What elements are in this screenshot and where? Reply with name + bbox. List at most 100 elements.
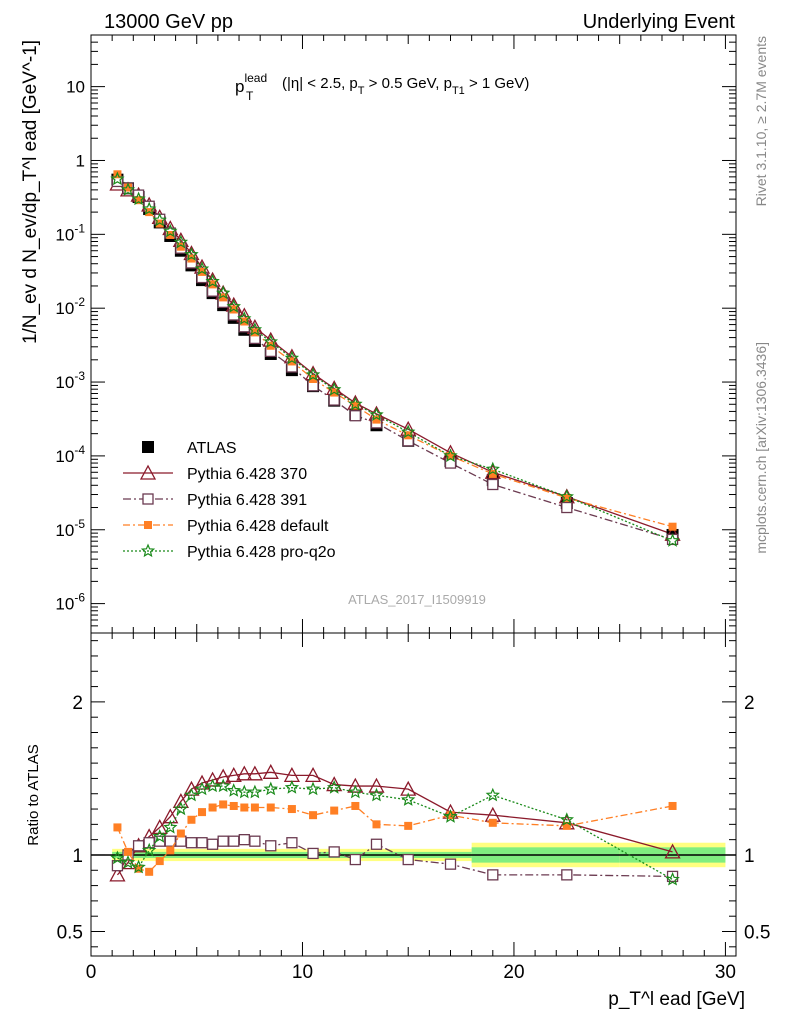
data-point (287, 805, 296, 814)
data-point (351, 801, 360, 810)
data-point (349, 410, 361, 422)
svg-text:(|η| < 2.5, pT > 0.5 GeV, pT1: (|η| < 2.5, pT > 0.5 GeV, pT1 > 1 GeV) (282, 75, 529, 97)
data-point (284, 350, 300, 365)
data-point (225, 766, 242, 783)
data-point (131, 859, 146, 874)
data-point (309, 811, 318, 820)
data-point (250, 803, 259, 812)
data-point (194, 261, 210, 276)
top-ylabel: 1/N_ev d N_ev/dp_T^l ead [GeV^-1] (20, 40, 41, 344)
data-point (263, 781, 279, 796)
data-point (145, 867, 154, 876)
data-point (142, 493, 154, 505)
title-rest: (|η| < 2.5, p (282, 75, 358, 92)
bottom-xtick-label: 0 (86, 962, 97, 983)
data-point (446, 811, 455, 820)
data-point (562, 493, 571, 502)
data-point (665, 871, 680, 886)
data-point (446, 451, 455, 460)
data-point (370, 838, 383, 850)
side-bottom-text: mcplots.cern.ch [arXiv:1306.3436] (753, 342, 769, 554)
bottom-ytick-label-right: 1 (744, 846, 755, 867)
title-sub: T (246, 89, 254, 103)
data-point (229, 801, 238, 810)
svg-text:plead: plead (235, 71, 267, 96)
legend-label: Pythia 6.428 pro-q2o (187, 544, 336, 561)
data-point (175, 835, 187, 847)
data-point (488, 469, 497, 478)
data-point (372, 820, 381, 829)
bottom-ytick-label-right: 2 (744, 693, 755, 714)
data-point (237, 311, 252, 325)
data-point (368, 777, 385, 793)
header-left: 13000 GeV pp (104, 11, 233, 33)
data-point (216, 285, 231, 300)
data-point (217, 835, 229, 847)
data-point (304, 766, 322, 783)
data-point (131, 191, 146, 206)
legend-label: Pythia 6.428 391 (187, 492, 307, 509)
data-point (226, 783, 242, 797)
data-point (327, 780, 342, 794)
data-point (173, 801, 189, 816)
top-ytick-label: 1 (76, 151, 85, 170)
title-rest2-sub: T1 (452, 85, 465, 97)
data-point (664, 843, 681, 859)
data-point (194, 781, 210, 796)
data-point (561, 501, 573, 514)
data-point (305, 781, 321, 796)
data-point (309, 374, 318, 383)
data-point (184, 247, 199, 261)
top-ytick-label: 10-3 (55, 369, 85, 392)
data-point (216, 778, 231, 793)
data-point (134, 196, 143, 205)
data-point (113, 823, 122, 832)
data-point (238, 834, 250, 846)
data-point (487, 869, 499, 881)
ratio-series-line (116, 771, 673, 876)
data-point (163, 223, 178, 238)
data-point (140, 543, 156, 558)
main-plot-title: plead T (|η| < 2.5, pT > 0.5 GeV, pT1 > … (235, 71, 529, 103)
bottom-ytick-label: 1 (72, 846, 83, 867)
data-point (348, 784, 363, 799)
data-point (176, 829, 185, 838)
data-point (284, 780, 300, 794)
data-point (328, 846, 340, 858)
data-point (404, 821, 413, 830)
data-point (444, 858, 457, 870)
bottom-ylabel: Ratio to ATLAS (25, 744, 42, 845)
data-point (488, 818, 497, 827)
data-point (236, 765, 253, 781)
data-point (124, 847, 133, 856)
data-point (349, 853, 361, 866)
data-point (155, 857, 164, 866)
data-point (124, 183, 133, 192)
data-point (485, 787, 500, 802)
title-rest2: > 0.5 GeV, p (365, 75, 452, 92)
data-point (240, 803, 249, 812)
x-axis-label: p_T^l ead [GeV] (608, 989, 745, 1010)
data-point (141, 842, 157, 857)
data-point (559, 812, 574, 826)
data-point (262, 763, 279, 779)
legend-label: Pythia 6.428 default (187, 518, 329, 535)
data-point (151, 819, 168, 835)
data-point (166, 230, 175, 239)
data-point (402, 853, 414, 866)
data-point (266, 341, 275, 350)
data-point (286, 837, 298, 849)
data-point (208, 803, 217, 812)
data-point (185, 837, 198, 849)
data-point (163, 819, 178, 834)
data-point (266, 803, 275, 812)
title-rest3: > 1 GeV) (465, 75, 530, 92)
data-point (172, 793, 189, 809)
data-point (173, 234, 189, 249)
data-point (166, 846, 175, 855)
title-sup: lead (244, 71, 267, 85)
data-point (187, 815, 196, 824)
data-point (134, 864, 143, 873)
data-point (141, 201, 157, 216)
title-base: p (235, 77, 244, 96)
